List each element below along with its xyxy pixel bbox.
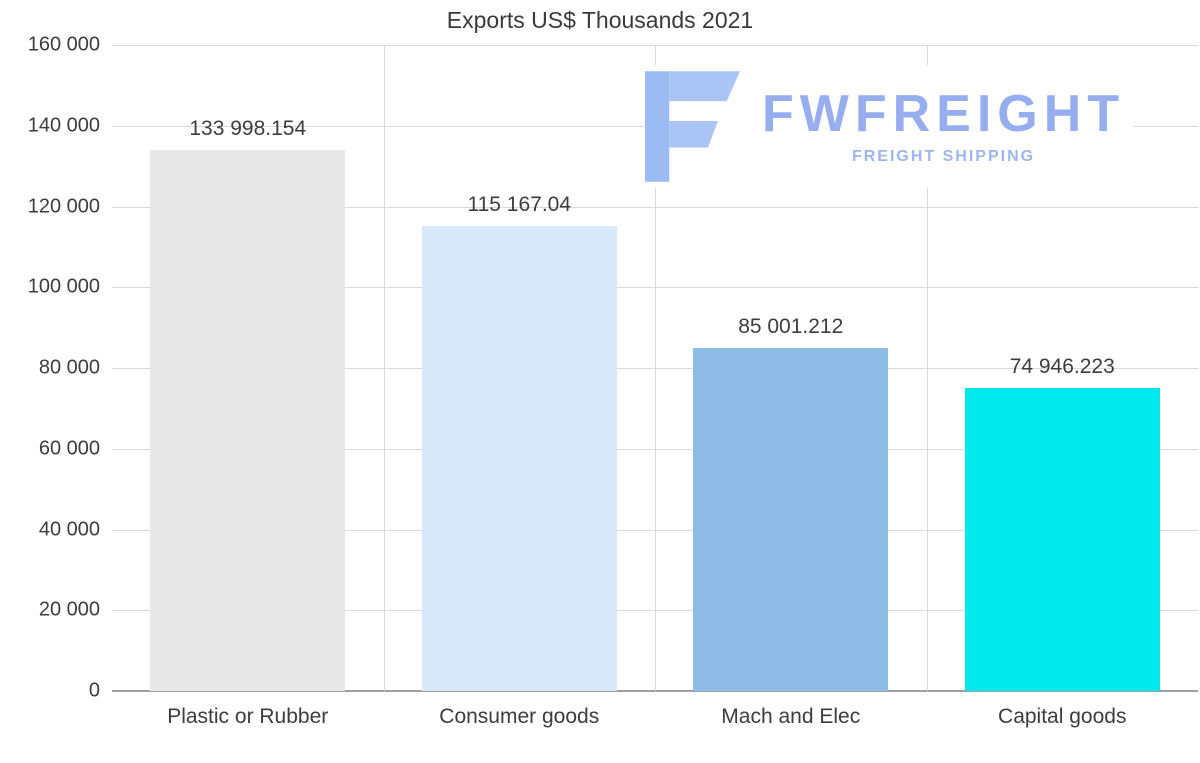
x-axis: Plastic or Rubber Consumer goods Mach and … — [112, 705, 1198, 737]
bar-plastic-or-rubber — [150, 149, 346, 691]
bar-value-label: 85 001.212 — [738, 314, 844, 338]
y-tick-label: 160 000 — [27, 33, 100, 56]
x-tick-label: Capital goods — [998, 705, 1127, 728]
v-gridline — [655, 45, 656, 691]
bar-consumer-goods — [421, 226, 617, 691]
logo-text: FWFREIGHT FREIGHT SHIPPING — [762, 88, 1125, 166]
y-tick-label: 60 000 — [38, 437, 100, 460]
brand-logo: FWFREIGHT FREIGHT SHIPPING — [645, 65, 1134, 188]
x-tick-label: Plastic or Rubber — [167, 705, 329, 728]
y-tick-label: 20 000 — [38, 598, 100, 621]
y-tick-label: 120 000 — [27, 195, 100, 217]
y-tick-label: 40 000 — [38, 518, 100, 540]
bar-value-label: 133 998.154 — [189, 116, 307, 140]
x-axis-line — [112, 690, 1198, 692]
y-tick-label: 80 000 — [38, 356, 100, 379]
x-tick-label: Consumer goods — [439, 705, 600, 728]
bar-value-label: 115 167.04 — [467, 193, 572, 217]
fwfreight-f-icon — [645, 71, 740, 182]
bar-column-capital-goods: 74 946.223 — [927, 45, 1199, 691]
bar-value-label: 74 946.223 — [1009, 355, 1115, 379]
y-tick-label: 0 — [88, 679, 100, 702]
plot-area: FWFREIGHT FREIGHT SHIPPING 133 998.154 11… — [112, 45, 1199, 692]
y-axis: 160 000 140 000 120 000 100 000 80 000 60 000… — [0, 34, 100, 702]
v-gridline — [926, 45, 928, 691]
bar-column-plastic-or-rubber: 133 998.154 — [112, 45, 384, 691]
chart-title: Exports US$ Thousands 2021 — [446, 7, 754, 33]
brand-tagline: FREIGHT SHIPPING — [851, 147, 1036, 165]
x-tick-label: Mach and Elec — [721, 705, 861, 728]
bar-capital-goods — [964, 388, 1160, 691]
v-gridline — [383, 45, 385, 691]
y-tick-label: 100 000 — [27, 275, 100, 298]
brand-name: FWFREIGHT — [762, 84, 1126, 143]
bar-column-consumer-goods: 115 167.04 — [384, 45, 656, 691]
bar-mach-and-elec — [693, 347, 889, 691]
bar-column-mach-and-elec: 85 001.212 — [655, 45, 927, 691]
y-tick-label: 140 000 — [27, 114, 100, 137]
